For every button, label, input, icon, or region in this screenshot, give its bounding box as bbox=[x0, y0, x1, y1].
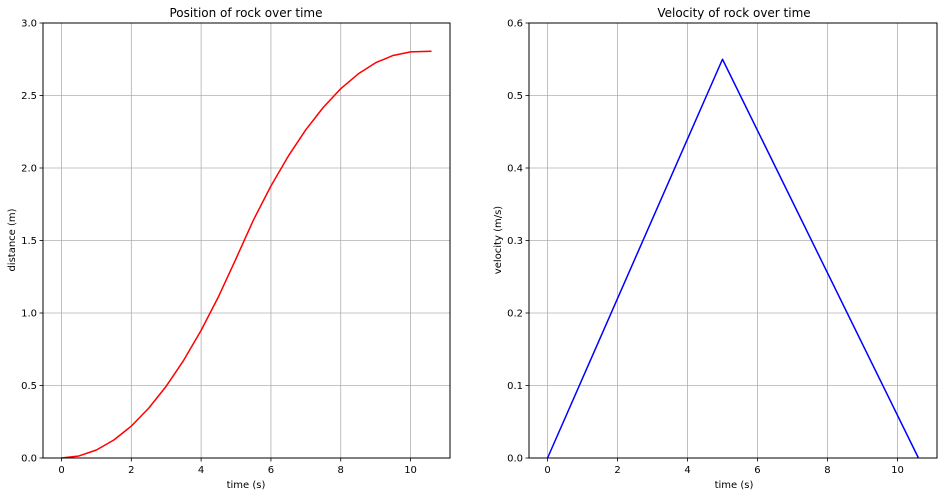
x-tick-label: 6 bbox=[268, 465, 274, 476]
x-tick-label: 8 bbox=[338, 465, 344, 476]
x-tick-label: 6 bbox=[754, 465, 760, 476]
y-tick-label: 2.5 bbox=[21, 91, 37, 102]
x-tick-label: 8 bbox=[824, 465, 830, 476]
y-tick-label: 0.0 bbox=[507, 454, 523, 465]
x-tick-label: 4 bbox=[198, 465, 204, 476]
chart-title: Velocity of rock over time bbox=[657, 6, 810, 20]
x-axis-label: time (s) bbox=[715, 480, 754, 491]
y-tick-label: 1.5 bbox=[21, 236, 37, 247]
x-tick-label: 4 bbox=[684, 465, 690, 476]
x-tick-label: 2 bbox=[614, 465, 620, 476]
y-tick-label: 0.5 bbox=[21, 381, 37, 392]
x-axis-label: time (s) bbox=[227, 480, 266, 491]
x-tick-label: 10 bbox=[891, 465, 904, 476]
x-tick-label: 2 bbox=[128, 465, 134, 476]
y-tick-label: 0.4 bbox=[507, 164, 523, 175]
y-tick-label: 2.0 bbox=[21, 164, 37, 175]
series-line bbox=[61, 50, 432, 459]
y-tick-label: 0.0 bbox=[21, 454, 37, 465]
chart-title: Position of rock over time bbox=[170, 6, 323, 20]
x-tick-label: 10 bbox=[404, 465, 417, 476]
position-chart: Position of rock over time time (s) dist… bbox=[7, 6, 451, 491]
y-tick-label: 0.5 bbox=[507, 91, 523, 102]
y-tick-label: 1.0 bbox=[21, 309, 37, 320]
x-tick-label: 0 bbox=[544, 465, 550, 476]
y-axis-label: velocity (m/s) bbox=[493, 206, 504, 274]
y-tick-label: 0.3 bbox=[507, 236, 523, 247]
y-tick-label: 0.1 bbox=[507, 381, 523, 392]
series-line bbox=[546, 58, 920, 459]
x-tick-label: 0 bbox=[58, 465, 64, 476]
y-tick-label: 3.0 bbox=[21, 19, 37, 30]
y-tick-label: 0.2 bbox=[507, 309, 523, 320]
y-tick-label: 0.6 bbox=[507, 19, 523, 30]
y-axis-label: distance (m) bbox=[7, 208, 18, 271]
velocity-chart: Velocity of rock over time time (s) velo… bbox=[493, 6, 938, 491]
